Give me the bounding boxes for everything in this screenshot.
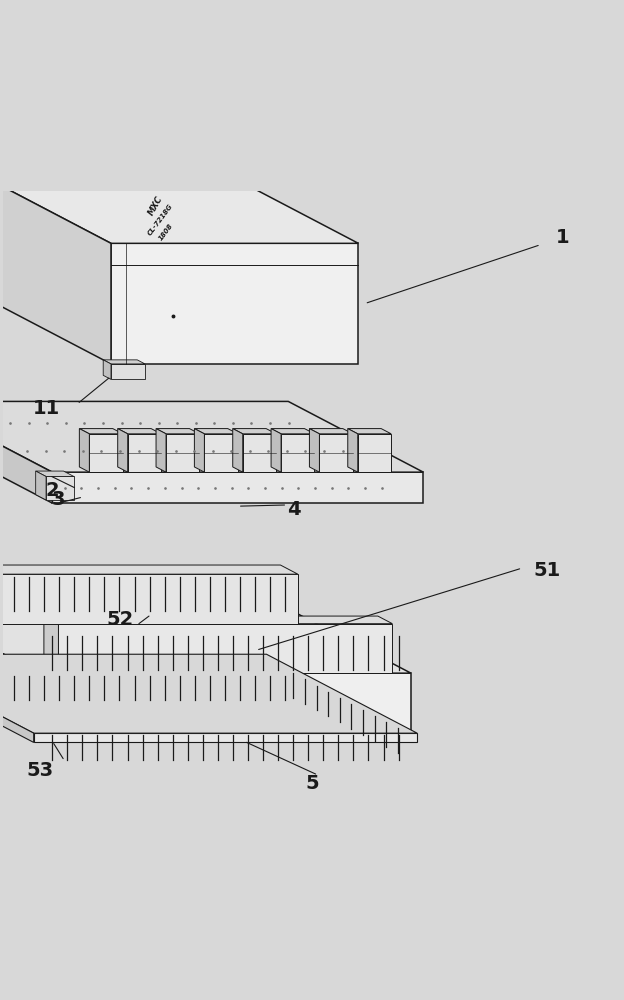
Polygon shape: [310, 429, 353, 434]
Text: 51: 51: [534, 561, 560, 580]
Polygon shape: [348, 429, 391, 434]
Polygon shape: [24, 698, 59, 703]
Polygon shape: [102, 707, 136, 732]
Polygon shape: [36, 471, 46, 500]
Polygon shape: [79, 429, 89, 472]
Polygon shape: [89, 434, 123, 472]
Polygon shape: [79, 429, 123, 434]
Polygon shape: [0, 401, 423, 472]
Polygon shape: [0, 654, 34, 742]
Polygon shape: [44, 616, 392, 624]
Text: 53: 53: [26, 761, 54, 780]
Polygon shape: [103, 360, 111, 379]
Polygon shape: [233, 429, 276, 434]
Polygon shape: [271, 429, 314, 434]
Polygon shape: [358, 434, 391, 472]
Polygon shape: [281, 434, 314, 472]
Polygon shape: [166, 434, 200, 472]
Polygon shape: [0, 597, 40, 735]
Polygon shape: [91, 702, 136, 707]
Polygon shape: [34, 703, 59, 729]
Polygon shape: [118, 429, 161, 434]
Polygon shape: [348, 429, 358, 472]
Polygon shape: [111, 364, 145, 379]
Polygon shape: [195, 429, 238, 434]
Polygon shape: [91, 702, 102, 732]
Polygon shape: [156, 429, 166, 472]
Polygon shape: [24, 698, 34, 729]
Polygon shape: [118, 429, 128, 472]
Polygon shape: [2, 186, 358, 243]
Polygon shape: [195, 429, 205, 472]
Polygon shape: [36, 471, 74, 476]
Polygon shape: [233, 429, 243, 472]
Polygon shape: [44, 616, 59, 673]
Polygon shape: [243, 434, 276, 472]
Polygon shape: [40, 673, 411, 735]
Polygon shape: [271, 429, 281, 472]
Polygon shape: [0, 574, 298, 624]
Text: CL-7218G: CL-7218G: [147, 203, 175, 237]
Polygon shape: [0, 597, 411, 673]
Text: 1808: 1808: [158, 222, 175, 242]
Text: 52: 52: [107, 610, 134, 629]
Polygon shape: [0, 654, 417, 733]
Text: 5: 5: [305, 774, 319, 793]
Polygon shape: [310, 429, 319, 472]
Text: 4: 4: [286, 500, 300, 519]
Polygon shape: [103, 360, 145, 364]
Text: MXC: MXC: [147, 194, 164, 217]
Polygon shape: [34, 733, 417, 742]
Polygon shape: [205, 434, 238, 472]
Polygon shape: [156, 429, 200, 434]
Polygon shape: [0, 565, 298, 574]
Text: 11: 11: [32, 399, 60, 418]
Polygon shape: [128, 434, 161, 472]
Polygon shape: [46, 476, 74, 500]
Text: 3: 3: [52, 490, 65, 509]
Polygon shape: [52, 472, 423, 503]
Text: 1: 1: [555, 228, 569, 247]
Polygon shape: [319, 434, 353, 472]
Polygon shape: [59, 624, 392, 673]
Polygon shape: [0, 401, 52, 503]
Text: 2: 2: [46, 481, 59, 500]
Polygon shape: [111, 243, 358, 364]
Polygon shape: [2, 186, 111, 364]
